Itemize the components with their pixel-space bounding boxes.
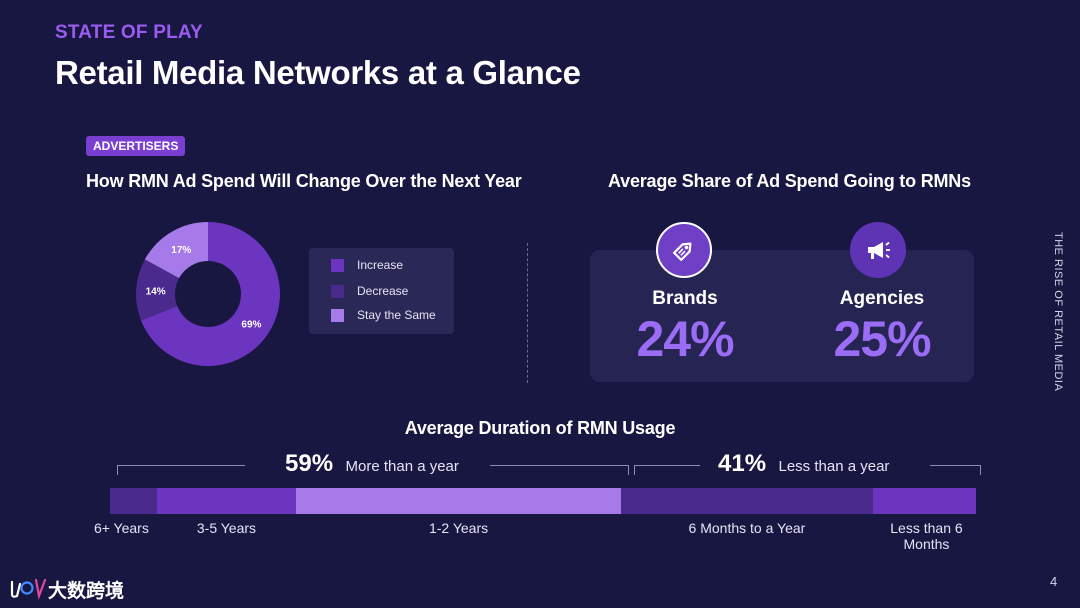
share-title: Average Share of Ad Spend Going to RMNs bbox=[608, 171, 971, 191]
seg-1-2-years bbox=[296, 488, 621, 514]
brands-label: Brands bbox=[652, 288, 718, 309]
label-1-2-years: 1-2 Years bbox=[428, 520, 489, 536]
donut-slice-increase bbox=[141, 222, 280, 366]
legend-label-decrease: Decrease bbox=[357, 284, 409, 298]
side-label: THE RISE OF RETAIL MEDIA bbox=[1052, 232, 1064, 392]
donut-label-stay: 17% bbox=[171, 245, 191, 256]
bracket-mid-tick-b bbox=[634, 465, 635, 475]
label-6plus-years: 6+ Years bbox=[93, 520, 149, 536]
brands-value: 24% bbox=[636, 311, 734, 367]
legend-label-increase: Increase bbox=[357, 258, 404, 272]
bracket-left-line bbox=[117, 465, 245, 466]
label-3-5-years: 3-5 Years bbox=[196, 520, 257, 536]
bracket-mid-line-b bbox=[634, 465, 700, 466]
share-panel bbox=[590, 250, 974, 382]
seg-3-5-years bbox=[156, 488, 297, 514]
eyebrow: STATE OF PLAY bbox=[55, 22, 203, 43]
price-tag-icon bbox=[656, 222, 712, 278]
legend-swatch-increase bbox=[331, 258, 344, 272]
section-divider bbox=[527, 243, 528, 383]
donut-chart-title: How RMN Ad Spend Will Change Over the Ne… bbox=[86, 171, 522, 191]
label-less-6months: Less than 6 Months bbox=[890, 520, 963, 552]
donut-slice-stay bbox=[144, 222, 208, 279]
bracket-mid-line-a bbox=[490, 465, 628, 466]
legend-item-stay: Stay the Same bbox=[331, 308, 436, 322]
group-less-label: Less than a year bbox=[778, 458, 890, 475]
legend-swatch-decrease bbox=[331, 284, 344, 298]
page-title: Retail Media Networks at a Glance bbox=[55, 54, 581, 91]
legend-label-stay: Stay the Same bbox=[357, 308, 436, 322]
donut-legend: Increase Decrease Stay the Same bbox=[309, 248, 454, 334]
duration-labels: 6+ Years 3-5 Years 1-2 Years 6 Months to a … bbox=[94, 520, 976, 556]
bracket-left-tick bbox=[117, 465, 118, 475]
bracket-mid-tick-a bbox=[628, 465, 629, 475]
seg-6plus-years bbox=[110, 488, 157, 514]
advertisers-tag: ADVERTISERS bbox=[86, 136, 186, 156]
donut-slice-decrease bbox=[136, 259, 180, 321]
agencies-label: Agencies bbox=[839, 288, 925, 309]
group-less-pct: 41% bbox=[718, 450, 767, 477]
group-more-pct: 59% bbox=[285, 450, 334, 477]
group-less-than-year: 41% Less than a year bbox=[718, 450, 889, 478]
legend-item-decrease: Decrease bbox=[331, 284, 408, 298]
legend-item-increase: Increase bbox=[331, 258, 403, 272]
group-more-than-year: 59% More than a year bbox=[285, 450, 459, 478]
bracket-right-tick bbox=[980, 465, 981, 475]
group-more-label: More than a year bbox=[345, 458, 459, 475]
page-number: 4 bbox=[1050, 574, 1058, 589]
duration-title: Average Duration of RMN Usage bbox=[404, 418, 676, 438]
label-6months-year: 6 Months to a Year bbox=[688, 520, 806, 536]
seg-less-6months bbox=[872, 488, 976, 514]
bracket-right-line bbox=[930, 465, 980, 466]
donut-chart: 69% 14% 17% bbox=[136, 222, 280, 366]
brand-logo-mark bbox=[10, 578, 47, 600]
seg-6months-year bbox=[620, 488, 873, 514]
megaphone-icon bbox=[850, 222, 906, 278]
legend-swatch-stay bbox=[331, 308, 344, 322]
donut-label-increase: 69% bbox=[241, 320, 261, 331]
brand-logo-text: 大数跨境 bbox=[48, 581, 125, 602]
duration-bar bbox=[110, 488, 976, 514]
donut-label-decrease: 14% bbox=[146, 287, 166, 298]
agencies-value: 25% bbox=[833, 311, 931, 367]
